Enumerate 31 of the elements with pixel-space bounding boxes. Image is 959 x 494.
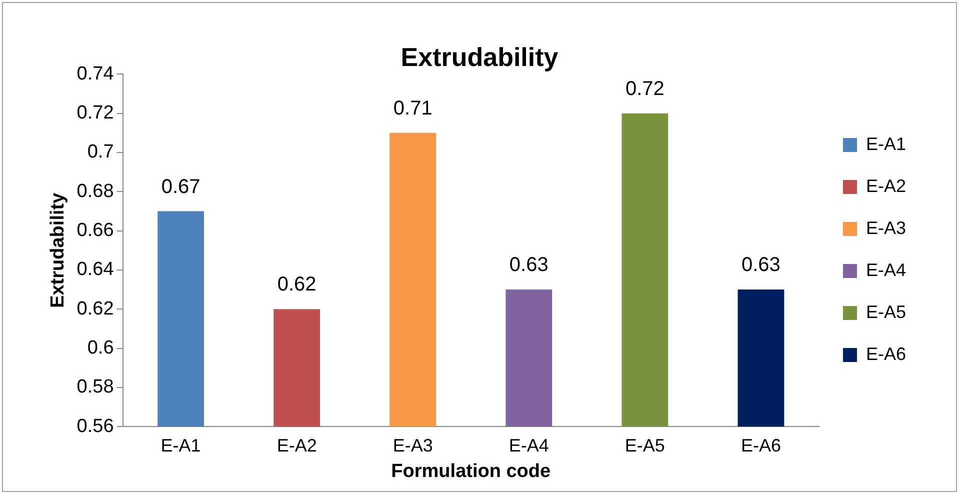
legend-label: E-A6 — [866, 344, 906, 364]
data-label: 0.72 — [625, 78, 664, 100]
data-label: 0.67 — [161, 176, 200, 198]
y-tick-label: 0.66 — [76, 220, 114, 242]
y-tick-label: 0.62 — [76, 298, 114, 320]
legend-label: E-A5 — [866, 302, 906, 322]
legend-label: E-A4 — [866, 260, 906, 280]
x-tick-label: E-A4 — [508, 435, 549, 456]
x-tick-label: E-A6 — [740, 435, 781, 456]
x-tick-label: E-A1 — [160, 435, 201, 456]
y-tick-label: 0.56 — [76, 416, 114, 437]
y-tick-label: 0.74 — [76, 63, 114, 84]
y-axis-title: Extrudability — [48, 192, 69, 308]
legend-label: E-A3 — [866, 218, 906, 238]
data-label: 0.63 — [509, 254, 548, 276]
data-label: 0.63 — [742, 254, 780, 276]
y-tick-label: 0.6 — [87, 338, 114, 359]
x-tick-label: E-A5 — [624, 435, 665, 456]
chart-title: Extrudability — [400, 42, 559, 72]
x-tick-label: E-A3 — [392, 435, 433, 456]
x-axis-title: Formulation code — [391, 460, 551, 482]
legend-label: E-A1 — [866, 134, 906, 154]
y-tick-label: 0.64 — [76, 259, 114, 280]
y-tick-label: 0.68 — [76, 180, 114, 202]
y-tick-label: 0.7 — [87, 142, 114, 163]
y-tick-label: 0.72 — [76, 102, 114, 124]
legend-label: E-A2 — [866, 176, 906, 196]
data-label: 0.62 — [277, 274, 316, 296]
x-tick-label: E-A2 — [276, 435, 317, 456]
data-label: 0.71 — [393, 97, 432, 120]
y-tick-label: 0.58 — [76, 376, 114, 398]
